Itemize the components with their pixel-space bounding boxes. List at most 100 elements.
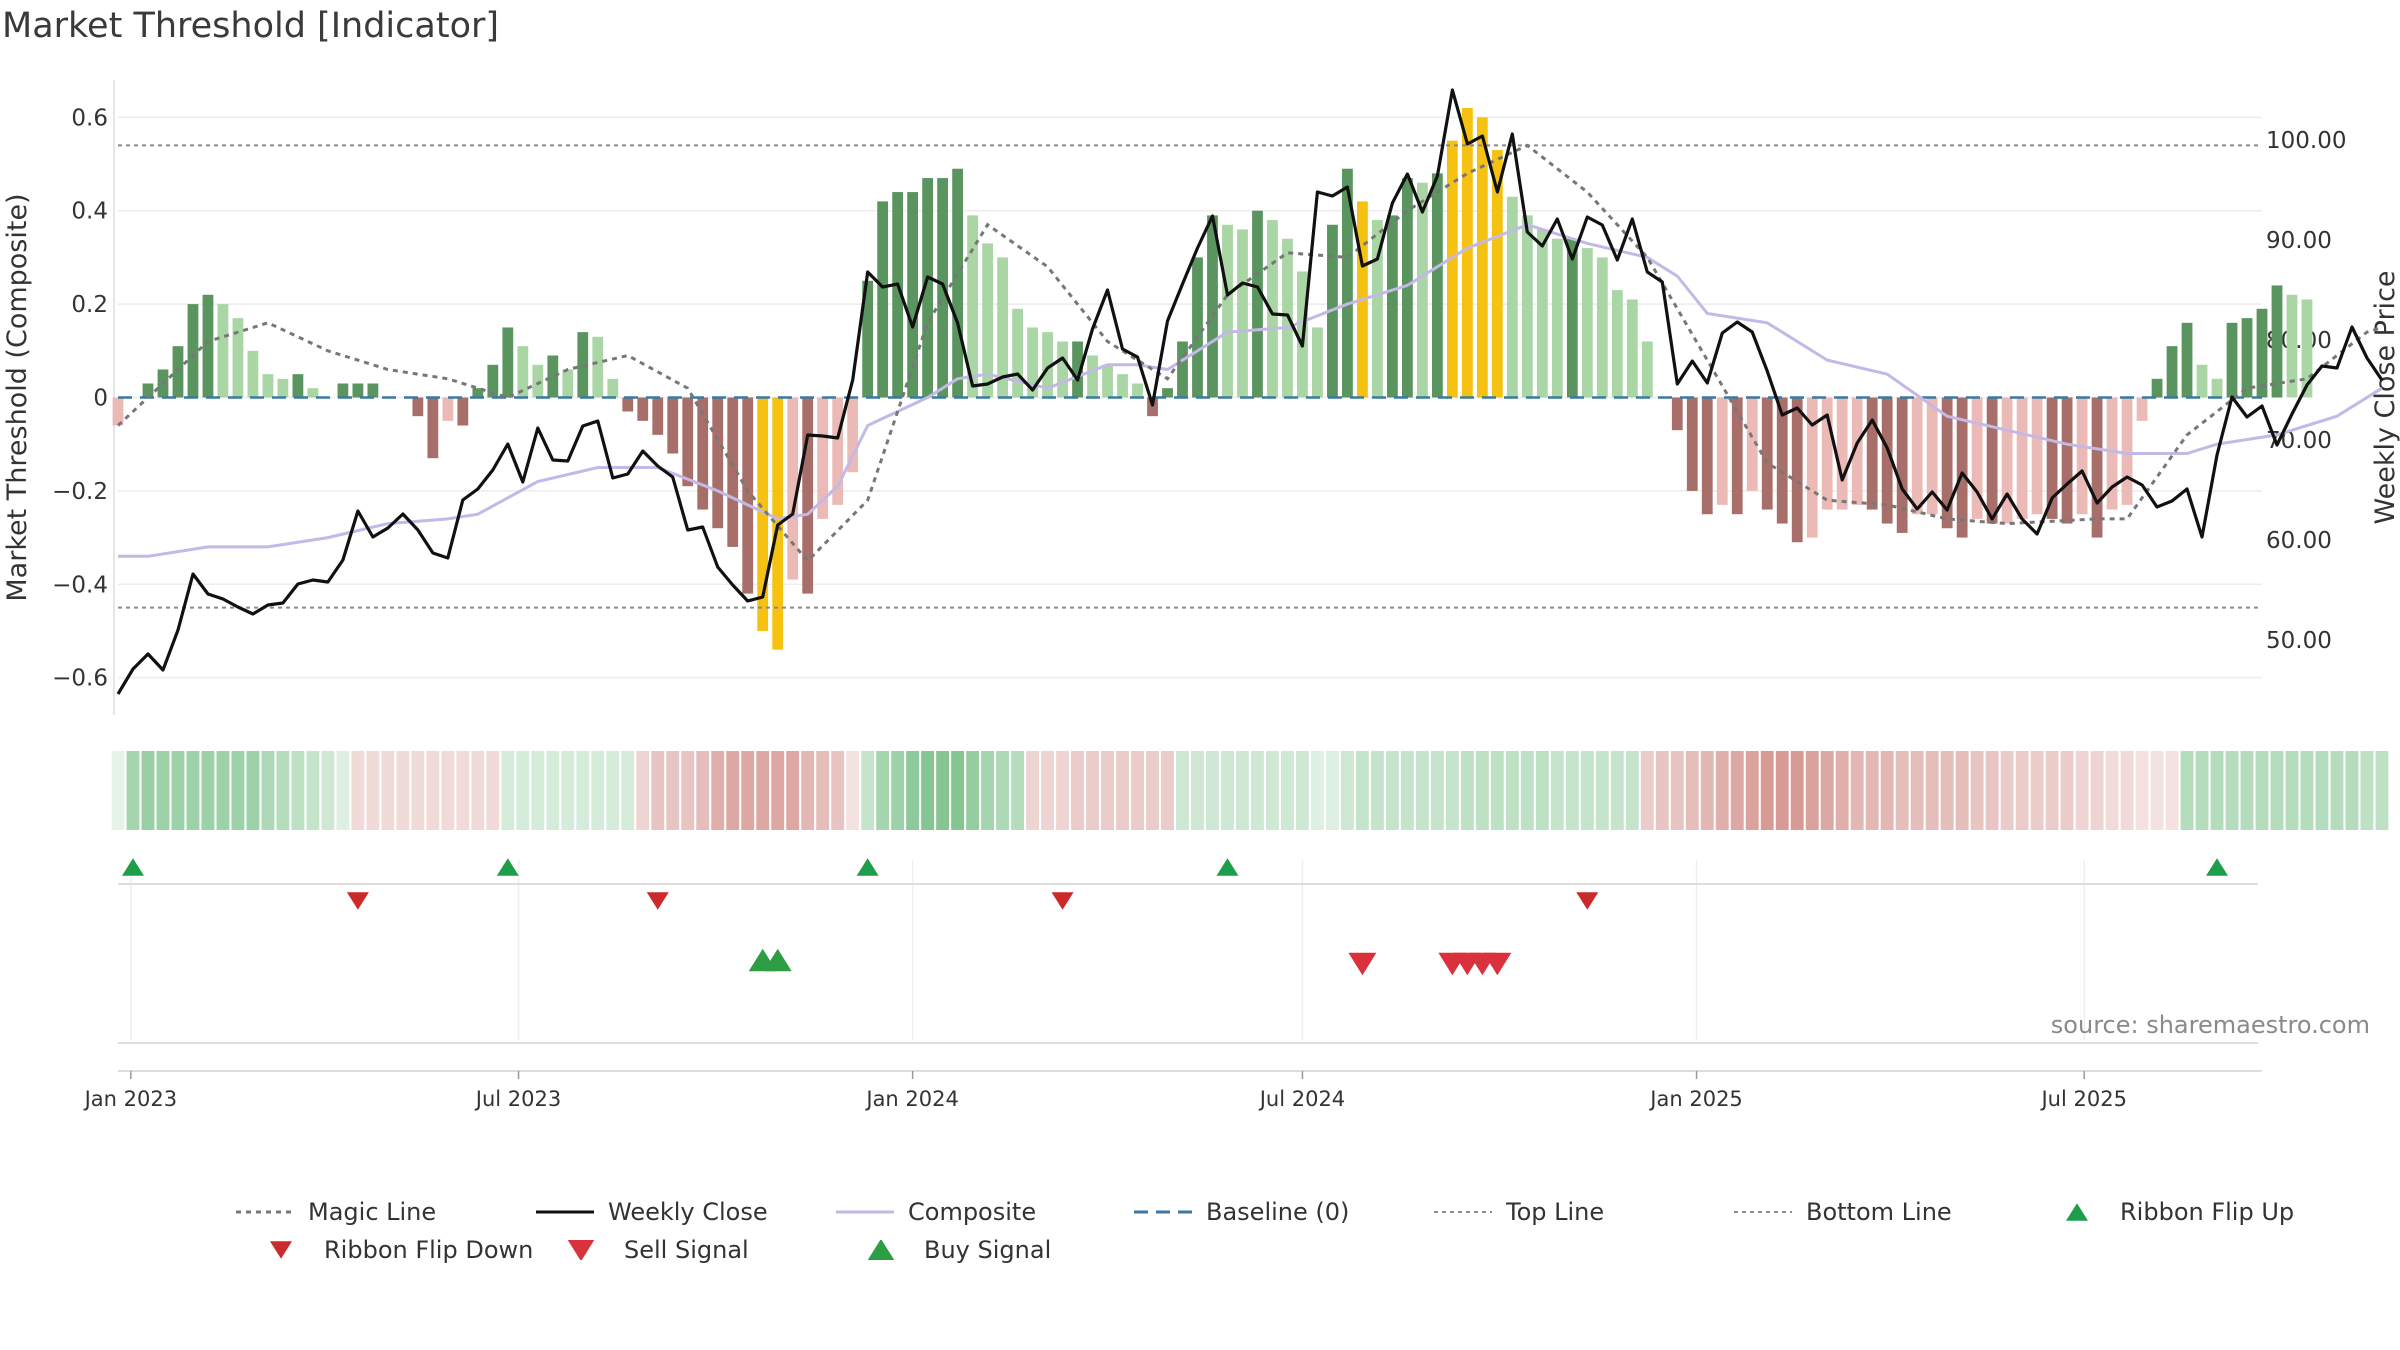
composite-bar — [997, 257, 1008, 398]
ribbon-cell — [786, 751, 800, 830]
legend-label: Baseline (0) — [1206, 1198, 1350, 1226]
source-note: source: sharemaestro.com — [2050, 1011, 2370, 1039]
ribbon-cell — [1355, 751, 1369, 830]
composite-bar — [1836, 397, 1848, 510]
ribbon-cell — [591, 751, 605, 830]
ribbon-cell — [1955, 751, 1969, 830]
ribbon-cell — [1176, 751, 1189, 830]
ribbon-cell — [1865, 751, 1879, 830]
ribbon-cell — [171, 751, 185, 830]
ribbon-cell — [1191, 751, 1204, 830]
composite-bar — [1042, 332, 1053, 398]
composite-bar — [2121, 397, 2133, 505]
ribbon-cell — [1940, 751, 1954, 830]
composite-bar — [2286, 294, 2298, 398]
ribbon-cell — [1745, 751, 1759, 830]
ribbon-cell — [396, 751, 410, 830]
ribbon-cell — [516, 751, 530, 830]
ribbon-cell — [2150, 751, 2164, 830]
composite-line — [118, 223, 2383, 558]
ribbon-cell — [2240, 751, 2254, 830]
ribbon-cell — [2195, 751, 2209, 830]
composite-bar — [1896, 397, 1908, 533]
composite-bar — [802, 397, 814, 594]
ribbon-cell — [186, 751, 200, 830]
ribbon-cell — [1460, 751, 1474, 830]
ribbon-cell — [351, 751, 365, 830]
ribbon-cell — [2255, 751, 2269, 830]
composite-bar — [457, 397, 469, 426]
composite-bar — [1776, 397, 1788, 524]
ribbon-cell — [2375, 751, 2389, 830]
ribbon-cell — [1565, 751, 1579, 830]
ribbon-cell — [951, 751, 965, 830]
ribbon-cell — [1850, 751, 1864, 830]
composite-bar — [1626, 299, 1638, 398]
ribbon-flip-up-marker — [121, 858, 144, 876]
composite-bar — [247, 350, 259, 398]
composite-bar — [2046, 397, 2058, 519]
legend-item-magic: Magic Line — [236, 1195, 436, 1229]
ribbon-cell — [1550, 751, 1564, 830]
composite-bar — [1312, 327, 1323, 398]
flipup-legend-swatch — [2066, 1203, 2088, 1221]
composite-bar — [2196, 364, 2208, 398]
chart-legend: Magic Line Weekly Close Composite Baseline … — [0, 1195, 2400, 1275]
composite-bar — [502, 327, 514, 398]
composite-bar — [262, 374, 274, 398]
close-legend-swatch — [536, 1210, 594, 1214]
composite-bar — [1536, 229, 1548, 398]
ribbon-cell — [141, 751, 155, 830]
right-tick-label: 90.00 — [2266, 228, 2332, 254]
ribbon-cell — [2075, 751, 2089, 830]
composite-bar — [112, 397, 124, 426]
ribbon-cell — [996, 751, 1010, 830]
composite-bar — [1821, 397, 1833, 510]
ribbon-cell — [2345, 751, 2359, 830]
ribbon-cell — [1221, 751, 1234, 830]
legend-item-close: Weekly Close — [536, 1195, 768, 1229]
ribbon-cell — [831, 751, 845, 830]
composite-bar — [742, 397, 754, 594]
composite-bar — [1971, 397, 1983, 519]
ribbon-cell — [2105, 751, 2119, 830]
ribbon-cell — [696, 751, 710, 830]
ribbon-flip-up-marker — [2206, 858, 2229, 876]
ribbon-cell — [1071, 751, 1084, 830]
composite-bar — [697, 397, 709, 510]
composite-bar — [592, 336, 604, 398]
legend-item-flipdown: Ribbon Flip Down — [252, 1233, 533, 1267]
composite-bar — [2241, 318, 2253, 398]
ribbon-cell — [156, 751, 170, 830]
x-tick-label: Jan 2023 — [83, 1087, 178, 1111]
ribbon-cell — [2330, 751, 2344, 830]
composite-bar — [1551, 238, 1563, 398]
ribbon-cell — [1206, 751, 1219, 830]
composite-bar — [1791, 397, 1803, 543]
composite-bar — [1641, 341, 1653, 398]
ribbon-cell — [216, 751, 230, 830]
legend-item-baseline: Baseline (0) — [1134, 1195, 1349, 1229]
composite-bar — [202, 294, 214, 398]
legend-item-buy: Buy Signal — [852, 1233, 1051, 1267]
sell-signal-marker — [1348, 952, 1377, 976]
composite-bar — [1941, 397, 1953, 529]
composite-bar — [967, 215, 978, 398]
ribbon-cell — [2135, 751, 2149, 830]
ribbon-cell — [876, 751, 890, 830]
ribbon-cell — [576, 751, 590, 830]
ribbon-cell — [621, 751, 635, 830]
composite-bar — [1132, 383, 1143, 398]
ribbon-cell — [336, 751, 350, 830]
composite-bar — [2106, 397, 2118, 510]
legend-label: Top Line — [1506, 1198, 1605, 1226]
ribbon-cell — [1655, 751, 1669, 830]
left-tick-label: 0 — [93, 386, 108, 412]
baseline-legend-swatch — [1134, 1210, 1192, 1214]
ribbon-cell — [306, 751, 320, 830]
ribbon-cell — [126, 751, 140, 830]
legend-item-sell: Sell Signal — [552, 1233, 749, 1267]
legend-item-top: Top Line — [1434, 1195, 1604, 1229]
ribbon-cell — [291, 751, 305, 830]
composite-bar — [1671, 397, 1683, 431]
